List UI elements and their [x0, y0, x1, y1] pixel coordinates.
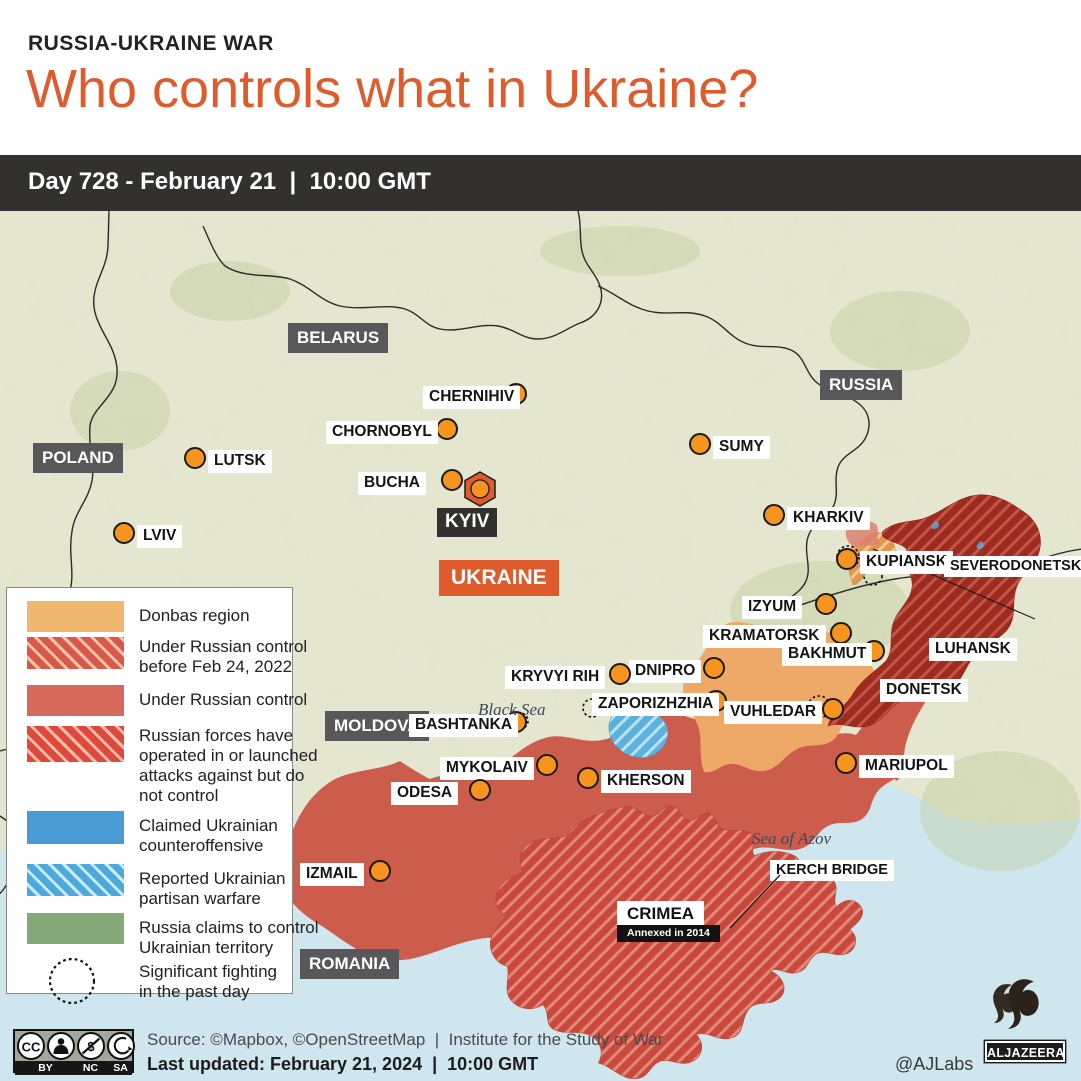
svg-text:CC: CC [22, 1040, 41, 1055]
